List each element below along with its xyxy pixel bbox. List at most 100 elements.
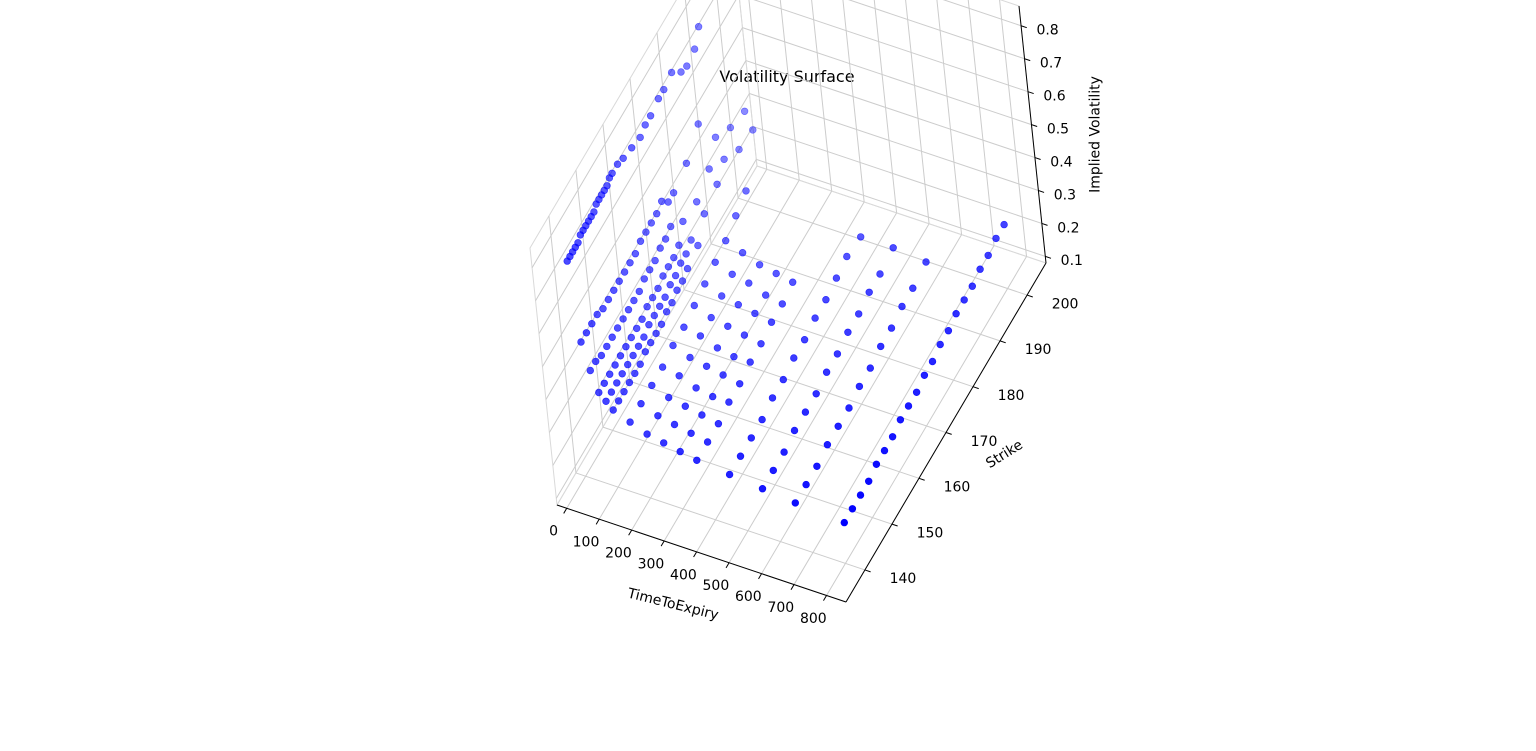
y-gridline <box>575 472 866 571</box>
y-gridline <box>602 124 631 382</box>
scatter-point <box>630 296 638 305</box>
scatter-point <box>657 320 666 328</box>
z-tick <box>1041 222 1048 226</box>
scatter-point <box>641 121 649 129</box>
scatter-point <box>856 233 865 241</box>
scatter-point <box>620 268 629 276</box>
scatter-point <box>605 370 614 378</box>
scatter-point <box>889 244 897 252</box>
scatter-point <box>576 231 585 239</box>
scatter-point <box>802 480 810 489</box>
scatter-point <box>758 415 766 424</box>
scatter-point <box>659 439 668 447</box>
scatter-point <box>660 85 668 94</box>
scatter-point <box>603 342 611 351</box>
z-tick <box>1020 25 1027 29</box>
y-gridline <box>710 243 1001 342</box>
scatter-point <box>646 112 655 120</box>
scatter-point <box>682 250 690 258</box>
scatter-point <box>854 310 863 318</box>
z-tick <box>1038 190 1045 193</box>
scatter-point <box>694 23 703 31</box>
z-tick-label: 0.5 <box>1047 121 1069 137</box>
z-gridline <box>548 93 750 433</box>
y-tick-label: 190 <box>1025 342 1052 358</box>
y-tick <box>864 569 871 573</box>
scatter-point <box>652 210 661 218</box>
x-tick <box>758 573 763 580</box>
scatter-point <box>687 236 695 244</box>
z-tick-label: 0.4 <box>1050 154 1072 170</box>
chart-title: Volatility Surface <box>719 67 854 86</box>
scatter-point <box>648 293 657 302</box>
scatter-point <box>736 452 745 460</box>
scatter-point <box>751 309 759 318</box>
scatter-point <box>631 250 640 258</box>
scatter-point <box>626 259 634 267</box>
scatter-point <box>667 68 676 77</box>
scatter-point <box>812 390 820 398</box>
scatter-point <box>823 441 832 449</box>
scatter-point <box>618 370 626 378</box>
scatter-point <box>922 258 930 266</box>
scatter-point <box>724 322 732 330</box>
z-axis-line <box>1018 5 1047 264</box>
scatter-point <box>1000 220 1008 229</box>
scatter-point <box>641 348 649 356</box>
scatter-point <box>866 364 874 372</box>
scatter-point <box>563 257 571 265</box>
y-gridline <box>629 380 920 479</box>
z-gridline <box>756 158 1046 257</box>
scatter-point <box>811 314 819 322</box>
scatter-point <box>657 197 666 206</box>
scatter-point <box>707 313 715 322</box>
scatter-point <box>700 210 708 218</box>
scatter-point <box>668 299 676 307</box>
x-gridline <box>779 0 800 181</box>
scatter-point <box>896 416 905 424</box>
scatter-point <box>659 272 667 280</box>
scatter-point <box>686 353 694 362</box>
scatter-point <box>655 302 664 310</box>
scatter-point <box>627 333 635 342</box>
scatter-points <box>563 23 1008 527</box>
scatter-point <box>968 282 976 290</box>
scatter-point <box>609 406 617 414</box>
scatter-point <box>772 269 780 278</box>
scatter-point <box>646 338 655 347</box>
scatter-point <box>768 394 777 402</box>
x-gridline <box>905 0 930 224</box>
z-gridline <box>749 93 1039 191</box>
x-tick-label: 600 <box>735 589 762 605</box>
scatter-point <box>625 378 634 387</box>
x-gridline <box>936 0 963 235</box>
scatter-point <box>865 288 873 296</box>
x-gridline <box>999 0 1028 257</box>
scatter-point <box>692 198 701 206</box>
scatter-point <box>619 315 627 323</box>
scatter-point <box>888 433 897 441</box>
y-gridline <box>575 170 604 428</box>
x-tick-label: 200 <box>605 545 632 561</box>
scatter-point <box>747 434 755 442</box>
scatter-point <box>681 402 689 410</box>
scatter-point <box>676 259 685 267</box>
scatter-point <box>669 341 677 350</box>
scatter-point <box>600 379 608 387</box>
z-tick <box>1031 124 1038 127</box>
z-gridline <box>753 0 1029 93</box>
scatter-point <box>677 68 685 76</box>
scatter-point <box>734 301 742 309</box>
scatter-point <box>658 363 667 371</box>
scatter-point <box>856 491 865 499</box>
x-gridline <box>873 0 898 213</box>
scatter-point <box>610 286 618 294</box>
scatter-point <box>671 271 680 280</box>
scatter-point <box>643 430 651 438</box>
scatter-point <box>880 446 889 455</box>
scatter-point <box>936 340 944 349</box>
scatter-point <box>872 460 881 468</box>
scatter-point <box>703 438 712 446</box>
scatter-point <box>651 256 659 265</box>
